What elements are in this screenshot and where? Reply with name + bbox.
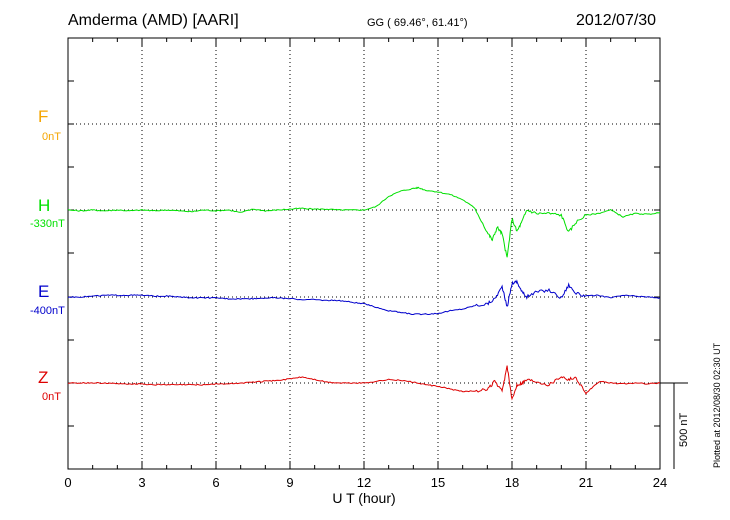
x-tick-label: 18 [505, 475, 519, 490]
baseline-label-f: 0nT [42, 131, 61, 143]
series-line-e [67, 279, 661, 316]
x-tick-label: 21 [579, 475, 593, 490]
x-tick-label: 9 [286, 475, 293, 490]
component-label-z: Z [38, 368, 49, 387]
x-tick-label: 12 [357, 475, 371, 490]
baseline-label-e: -400nT [30, 305, 65, 317]
x-tick-label: 24 [653, 475, 667, 490]
scale-bar-label: 500 nT [678, 412, 690, 447]
series-line-z [67, 365, 661, 401]
x-tick-label: 15 [431, 475, 445, 490]
x-axis-label: U T (hour) [332, 490, 395, 506]
baseline-label-z: 0nT [42, 391, 61, 403]
component-label-f: F [38, 107, 49, 126]
geographic-coordinates: GG ( 69.46°, 61.41°) [367, 17, 468, 29]
series-line-h [67, 186, 661, 258]
x-tick-label: 0 [64, 475, 71, 490]
x-tick-label: 3 [138, 475, 145, 490]
station-title: Amderma (AMD) [AARI] [68, 12, 239, 29]
baseline-label-h: -330nT [30, 218, 65, 230]
component-label-e: E [38, 282, 50, 301]
x-tick-label: 6 [212, 475, 219, 490]
date-label: 2012/07/30 [576, 12, 657, 29]
plotted-timestamp: Plotted at 2012/08/30 02:30 UT [712, 342, 722, 468]
component-label-h: H [38, 196, 51, 215]
